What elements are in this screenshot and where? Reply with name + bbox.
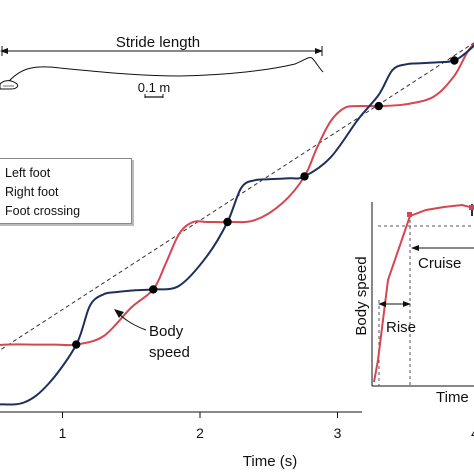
x-axis-ticks: 1 2 3 4 xyxy=(59,412,474,441)
shoe-icon xyxy=(0,80,19,90)
body-speed-label-2: speed xyxy=(149,344,190,361)
main-plot: 1 2 3 4 Time (s) Body speed xyxy=(0,42,474,470)
foot-crossing-point xyxy=(149,285,158,294)
right-foot-line xyxy=(0,42,474,347)
foot-trajectory xyxy=(7,57,324,83)
body-speed-arrow xyxy=(117,312,147,331)
x-axis-label: Time (s) xyxy=(243,453,297,470)
x-tick-label: 1 xyxy=(59,425,67,441)
body-speed-label-1: Body xyxy=(149,323,184,340)
x-tick-label: 3 xyxy=(334,425,342,441)
inset-chart: Cruise Rise Body speed Time xyxy=(353,198,474,418)
left-foot-line xyxy=(0,44,474,406)
legend: Left foot Right foot Foot crossing xyxy=(0,158,132,224)
cruise-label: Cruise xyxy=(418,255,461,272)
cruise-arrow xyxy=(411,245,474,251)
stride-arrow-head-left xyxy=(0,48,8,54)
body-speed-line xyxy=(0,42,474,351)
foot-crossing-point xyxy=(450,56,459,65)
foot-crossing-point xyxy=(72,340,81,349)
legend-foot-crossing: Foot crossing xyxy=(5,204,81,218)
inset-marker-2 xyxy=(469,205,474,210)
rise-arrow xyxy=(378,301,411,307)
stride-arrow-head-right xyxy=(315,48,323,54)
legend-left-foot: Left foot xyxy=(5,166,51,180)
inset-speed-curve xyxy=(373,203,474,383)
x-tick-label: 4 xyxy=(471,425,474,441)
x-tick-label: 2 xyxy=(196,425,204,441)
foot-crossing-point xyxy=(223,217,232,227)
rise-label: Rise xyxy=(386,319,416,336)
body-speed-annotation: Body speed xyxy=(114,309,190,361)
inset-background xyxy=(362,198,474,418)
stride-illustration: Stride length 0.1 m xyxy=(0,34,324,98)
foot-crossing-point xyxy=(300,172,309,181)
inset-y-axis-label: Body speed xyxy=(353,256,370,335)
scale-bar-label: 0.1 m xyxy=(138,80,171,95)
foot-crossing-point xyxy=(374,101,383,111)
inset-x-axis-label: Time xyxy=(436,389,469,406)
stride-length-label: Stride length xyxy=(116,34,200,51)
legend-right-foot: Right foot xyxy=(5,185,59,199)
foot-crossing-points xyxy=(72,56,459,349)
inset-marker-1 xyxy=(407,212,412,217)
